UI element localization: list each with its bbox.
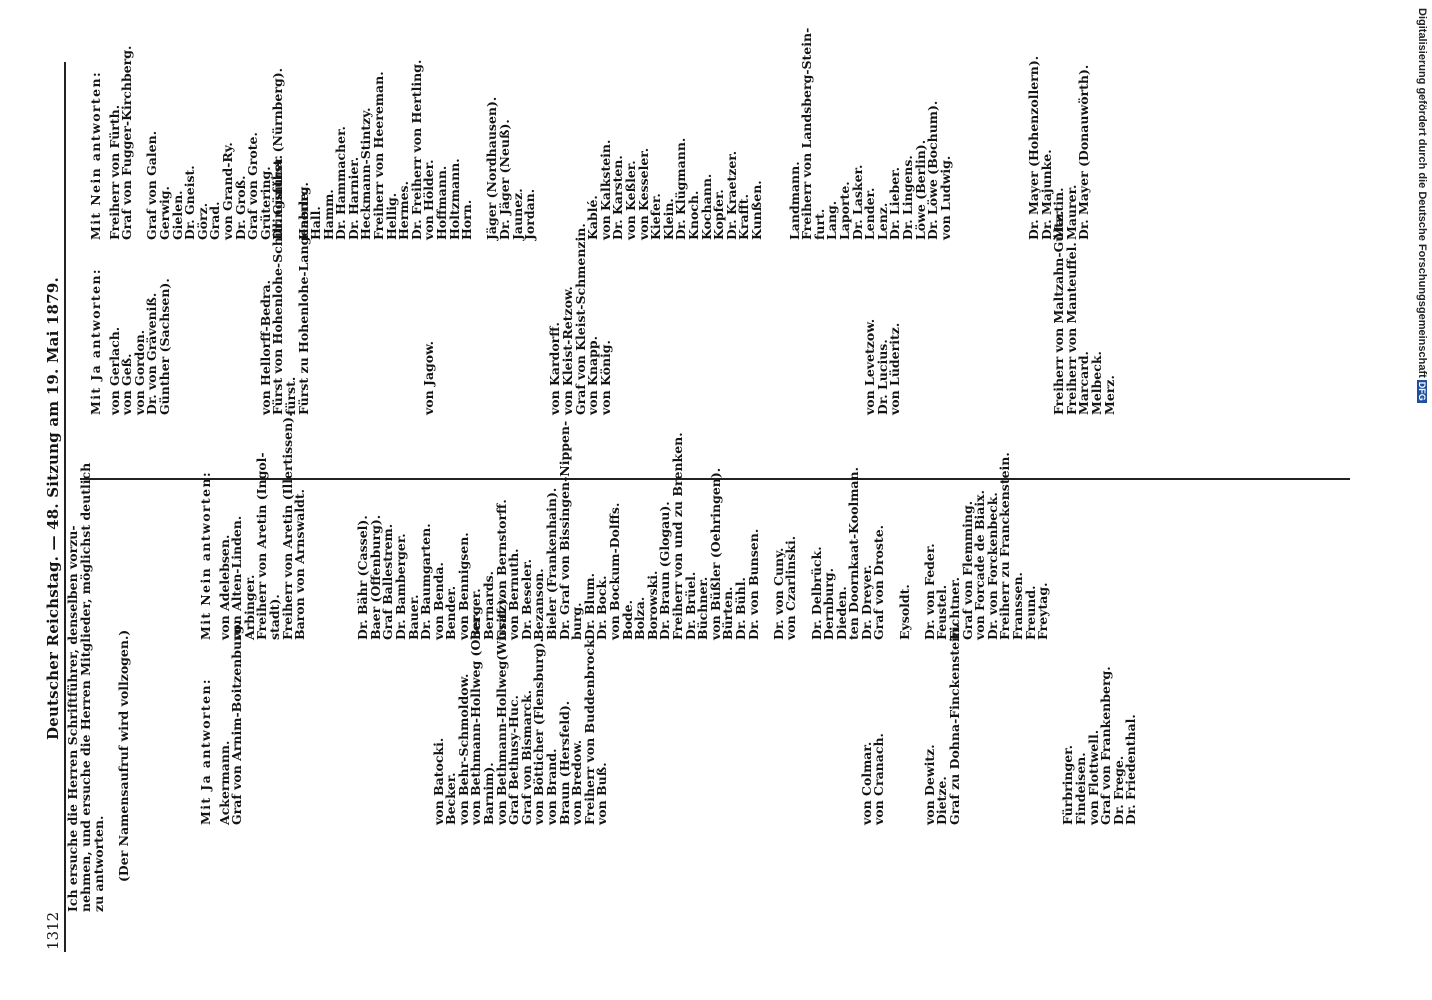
member-name (319, 413, 332, 640)
column-heading: Mit Nein antworten: (198, 471, 213, 640)
member-name (952, 28, 965, 240)
page-number: 1312 (44, 911, 62, 950)
member-name: Freytag. (1035, 582, 1051, 640)
member-name: Horn. (459, 199, 475, 240)
dfg-badge: DFG (1417, 379, 1427, 403)
member-name (332, 413, 345, 640)
member-name (965, 28, 978, 240)
member-name: Dr. Mayer (Donauwörth). (1076, 64, 1092, 240)
member-name: Baron von Arnswaldt. (292, 489, 308, 640)
page-header-title: Deutscher Reichstag. — 48. Sitzung am 19… (44, 277, 62, 740)
digitization-credit: Digitalisierung gefördert durch die Deut… (1416, 8, 1428, 403)
member-name (990, 28, 1003, 240)
intro-paragraph: Ich ersuche die Herren Schriftführer, de… (65, 463, 131, 912)
column-nein-left: Mit Nein antworten: von Adelebsen. von Alt… (198, 413, 1051, 640)
intro-line: zu antworten. (91, 815, 106, 912)
running-head: 1312 Deutscher Reichstag. — 48. Sitzung … (32, 65, 62, 950)
member-name (978, 28, 991, 240)
member-name: Dr. Günther (Nürnberg). (270, 68, 286, 240)
member-name: Dr. Friedenthal. (1123, 714, 1139, 825)
member-name (763, 28, 776, 240)
column-heading: Mit Nein antworten: (88, 71, 103, 240)
member-name (562, 28, 575, 240)
member-name (549, 28, 562, 240)
member-name: Jordan. (522, 188, 538, 240)
member-name: von Ludwig. (937, 155, 953, 240)
member-name: Eysoldt. (896, 584, 912, 640)
roll-call-note: (Der Namensaufruf wird vollzogen.) (116, 629, 131, 882)
member-name: Graf von Droste. (871, 524, 887, 640)
member-name: Dr. von Bunsen. (745, 528, 761, 640)
member-name (1003, 28, 1016, 240)
member-name: Merz. (1101, 375, 1117, 415)
column-nein-right: Mit Nein antworten: Freiherr von Fürth. Gr… (88, 28, 1092, 240)
credit-text: Digitalisierung gefördert durch die Deut… (1416, 8, 1428, 378)
member-name: Graf von Fugger-Kirchberg. (119, 45, 135, 240)
member-name: Kunßen. (748, 180, 764, 240)
member-name (537, 28, 550, 240)
member-name: von Czarlinski. (783, 535, 799, 640)
member-name (307, 413, 320, 640)
